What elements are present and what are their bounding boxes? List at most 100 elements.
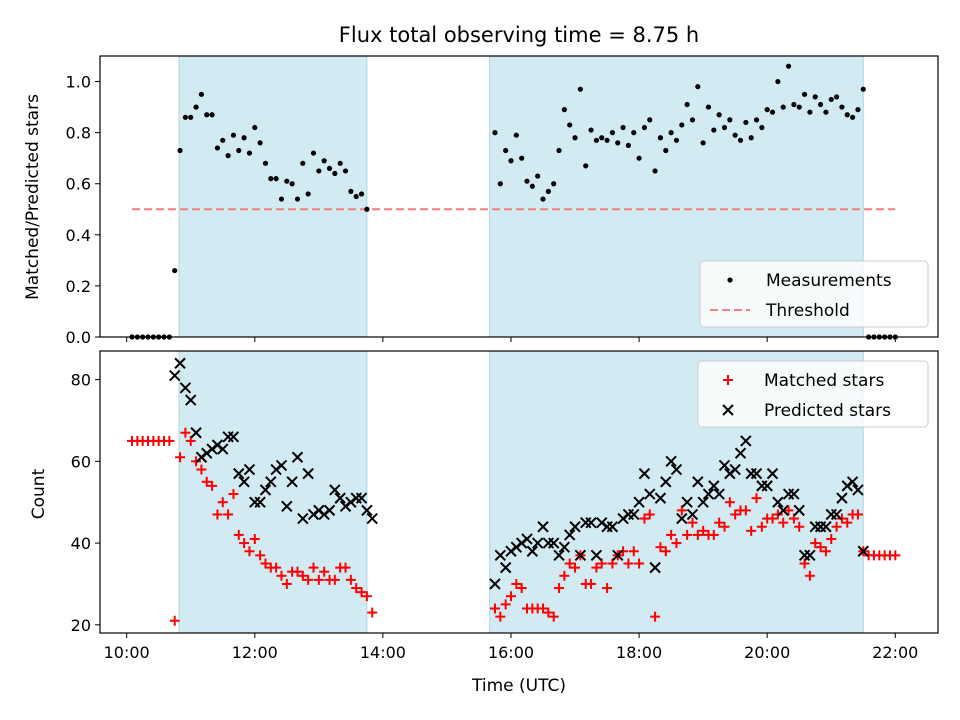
measurement-point: [620, 124, 626, 131]
matched-point: [810, 538, 821, 549]
matched-point: [682, 529, 693, 540]
predicted-point: [660, 476, 672, 488]
matched-point: [276, 570, 287, 581]
predicted-mark-b: [537, 521, 549, 533]
predicted-mark-b: [238, 476, 250, 488]
predicted-point: [243, 463, 256, 476]
predicted-point: [718, 459, 731, 472]
measurement-point: [268, 176, 274, 182]
measurement-point: [561, 107, 567, 113]
predicted-point: [793, 504, 805, 517]
ratio-legend: Measurements Threshold: [699, 260, 929, 328]
matched-point: [345, 574, 356, 585]
measurement-point: [796, 104, 802, 110]
predicted-mark-b: [489, 578, 501, 590]
predicted-mark-b: [697, 496, 709, 508]
predicted-point: [772, 496, 784, 508]
measurement-point: [716, 112, 722, 118]
measurement-point: [262, 160, 269, 166]
legend-marker-dot: [727, 277, 733, 283]
matched-point: [271, 562, 282, 573]
predicted-mark-b: [329, 484, 341, 496]
predicted-mark-b: [334, 492, 346, 504]
predicted-point: [734, 447, 747, 459]
measurement-point: [785, 63, 792, 69]
matched-point: [666, 529, 677, 540]
matched-point: [687, 517, 698, 528]
matched-point: [313, 574, 324, 585]
predicted-point: [590, 549, 603, 562]
matched-point: [714, 517, 725, 528]
measurement-point: [300, 160, 306, 166]
predicted-point: [692, 476, 704, 488]
predicted-mark-b: [526, 545, 539, 557]
predicted-mark-b: [259, 484, 272, 496]
measurement-point: [668, 130, 674, 136]
matched-point: [233, 529, 244, 540]
predicted-point: [788, 488, 800, 500]
matched-point: [367, 607, 378, 618]
matched-point: [650, 611, 661, 622]
matched-point: [495, 611, 506, 622]
measurement-point: [599, 135, 605, 141]
matched-point: [676, 505, 687, 516]
matched-point: [175, 452, 186, 463]
ylabel-ratio: Matched/Predicted stars: [23, 94, 43, 300]
measurement-point: [583, 163, 589, 169]
matched-point: [591, 562, 602, 573]
matched-point: [671, 538, 682, 549]
matched-point: [207, 480, 218, 491]
measurement-point: [246, 150, 253, 156]
matched-point: [281, 578, 292, 589]
matched-point: [255, 550, 266, 561]
predicted-point: [836, 492, 848, 504]
measurement-point: [556, 147, 562, 154]
predicted-point: [766, 467, 779, 480]
predicted-mark-b: [665, 455, 677, 468]
measurement-point: [193, 104, 199, 110]
measurement-point: [775, 78, 781, 85]
measurement-point: [769, 109, 776, 115]
predicted-point: [526, 545, 539, 557]
matched-point: [570, 562, 581, 573]
predicted-mark-b: [804, 549, 816, 562]
predicted-point: [830, 508, 843, 521]
measurement-point: [182, 114, 189, 120]
measurement-point: [759, 124, 765, 131]
ratio-shaded-window: [178, 55, 368, 338]
predicted-mark-b: [702, 488, 715, 500]
measurement-point: [631, 130, 637, 136]
predicted-point: [702, 488, 715, 500]
measurement-point: [348, 188, 354, 194]
count-ytick-label: 80: [71, 371, 91, 390]
measurement-point: [214, 145, 221, 151]
measurement-point: [625, 142, 632, 149]
measurement-point: [305, 191, 311, 197]
measurement-point: [855, 107, 861, 113]
matched-point: [596, 558, 607, 569]
predicted-point: [361, 504, 373, 517]
matched-point: [756, 521, 767, 532]
measurement-point: [353, 193, 359, 200]
predicted-point: [804, 549, 816, 562]
measurement-point: [833, 94, 840, 100]
matched-point: [554, 583, 565, 594]
matched-point: [185, 435, 196, 446]
predicted-point: [531, 537, 544, 549]
matched-point: [890, 550, 901, 561]
predicted-mark-b: [676, 512, 688, 525]
predicted-point: [227, 431, 240, 443]
predicted-point: [291, 451, 304, 463]
predicted-point: [574, 549, 587, 562]
predicted-point: [777, 504, 789, 517]
measurement-point: [657, 135, 664, 141]
predicted-mark-b: [852, 484, 864, 496]
matched-point: [644, 509, 655, 520]
xtick-label: 12:00: [232, 643, 278, 662]
matched-point: [767, 513, 778, 524]
predicted-mark-b: [297, 512, 309, 525]
measurement-point: [342, 168, 349, 174]
matched-point: [708, 529, 719, 540]
measurement-point: [823, 109, 829, 115]
ratio-ytick-label: 0.8: [66, 124, 91, 143]
